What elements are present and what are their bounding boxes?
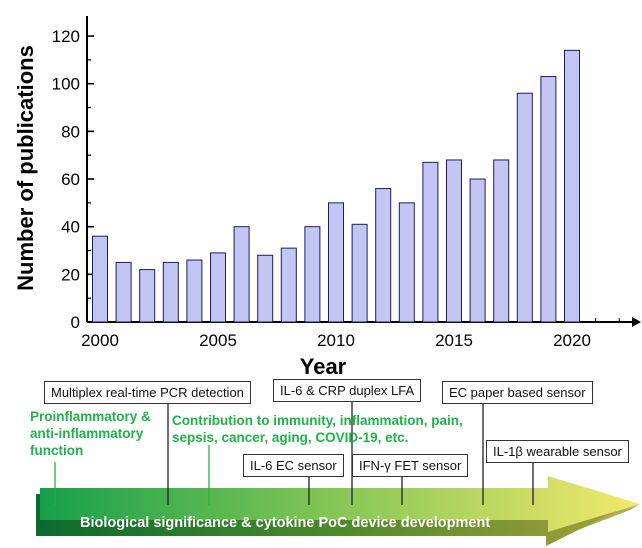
bar-2020: [564, 49, 580, 323]
x-tick-label: 2015: [435, 331, 473, 350]
milestone-il1b-wearable: IL-1β wearable sensor: [486, 440, 629, 463]
bar-2016: [469, 178, 486, 323]
bar-2018: [516, 92, 533, 323]
y-tick-label: 80: [61, 122, 80, 141]
x-tick-label: 2010: [317, 331, 355, 350]
bar-2008: [280, 247, 297, 323]
note-inflammatory-function: Proinflammatory & anti-inflammatory func…: [30, 409, 151, 458]
note-contribution: Contribution to immunity, inflammation, …: [172, 413, 463, 445]
y-tick-label: 40: [61, 218, 80, 237]
y-tick-label: 60: [61, 170, 80, 189]
bar-2003: [162, 261, 179, 323]
x-tick-label: 2020: [553, 331, 591, 350]
y-tick-label: 20: [61, 265, 80, 284]
y-tick-label: 0: [71, 313, 80, 332]
bar-2004: [186, 259, 203, 323]
bars: [92, 49, 580, 323]
x-tick-label: 2005: [199, 331, 237, 350]
milestone-il6-ec: IL-6 EC sensor: [243, 454, 344, 477]
bar-2001: [115, 261, 132, 323]
milestone-ifn-fet: IFN-γ FET sensor: [352, 454, 469, 477]
bar-2010: [328, 202, 344, 323]
x-axis-arrowhead: [632, 317, 641, 327]
x-axis-title: Year: [300, 354, 347, 379]
y-tick-label: 120: [52, 27, 80, 46]
y-ticks: 0 20 40 60 80 100 120: [52, 27, 94, 332]
bar-2009: [304, 226, 321, 323]
bar-2005: [210, 252, 226, 323]
bar-2014: [422, 161, 439, 323]
milestone-pcr: Multiplex real-time PCR detection: [44, 381, 251, 404]
timeline-connectors: [54, 399, 534, 505]
bar-2002: [139, 269, 156, 323]
y-tick-label: 100: [52, 75, 80, 94]
bar-2000: [92, 235, 108, 323]
milestone-duplex-lfa: IL-6 & CRP duplex LFA: [273, 379, 422, 402]
bar-2006: [233, 226, 250, 323]
bar-2011: [351, 223, 368, 323]
x-ticks: 2000 2005 2010 2015 2020: [81, 315, 620, 350]
x-tick-label: 2000: [81, 331, 119, 350]
timeline-arrow-label: Biological significance & cytokine PoC d…: [80, 515, 491, 531]
bar-2017: [493, 159, 510, 323]
bar-2015: [446, 159, 462, 323]
bar-2019: [540, 76, 557, 323]
milestone-paper-sensor: EC paper based sensor: [442, 381, 593, 404]
bar-2012: [375, 188, 392, 323]
bar-2013: [398, 202, 415, 323]
y-axis-title: Number of publications: [13, 45, 38, 291]
timeline-arrow: [36, 476, 640, 546]
bar-2007: [257, 254, 274, 323]
